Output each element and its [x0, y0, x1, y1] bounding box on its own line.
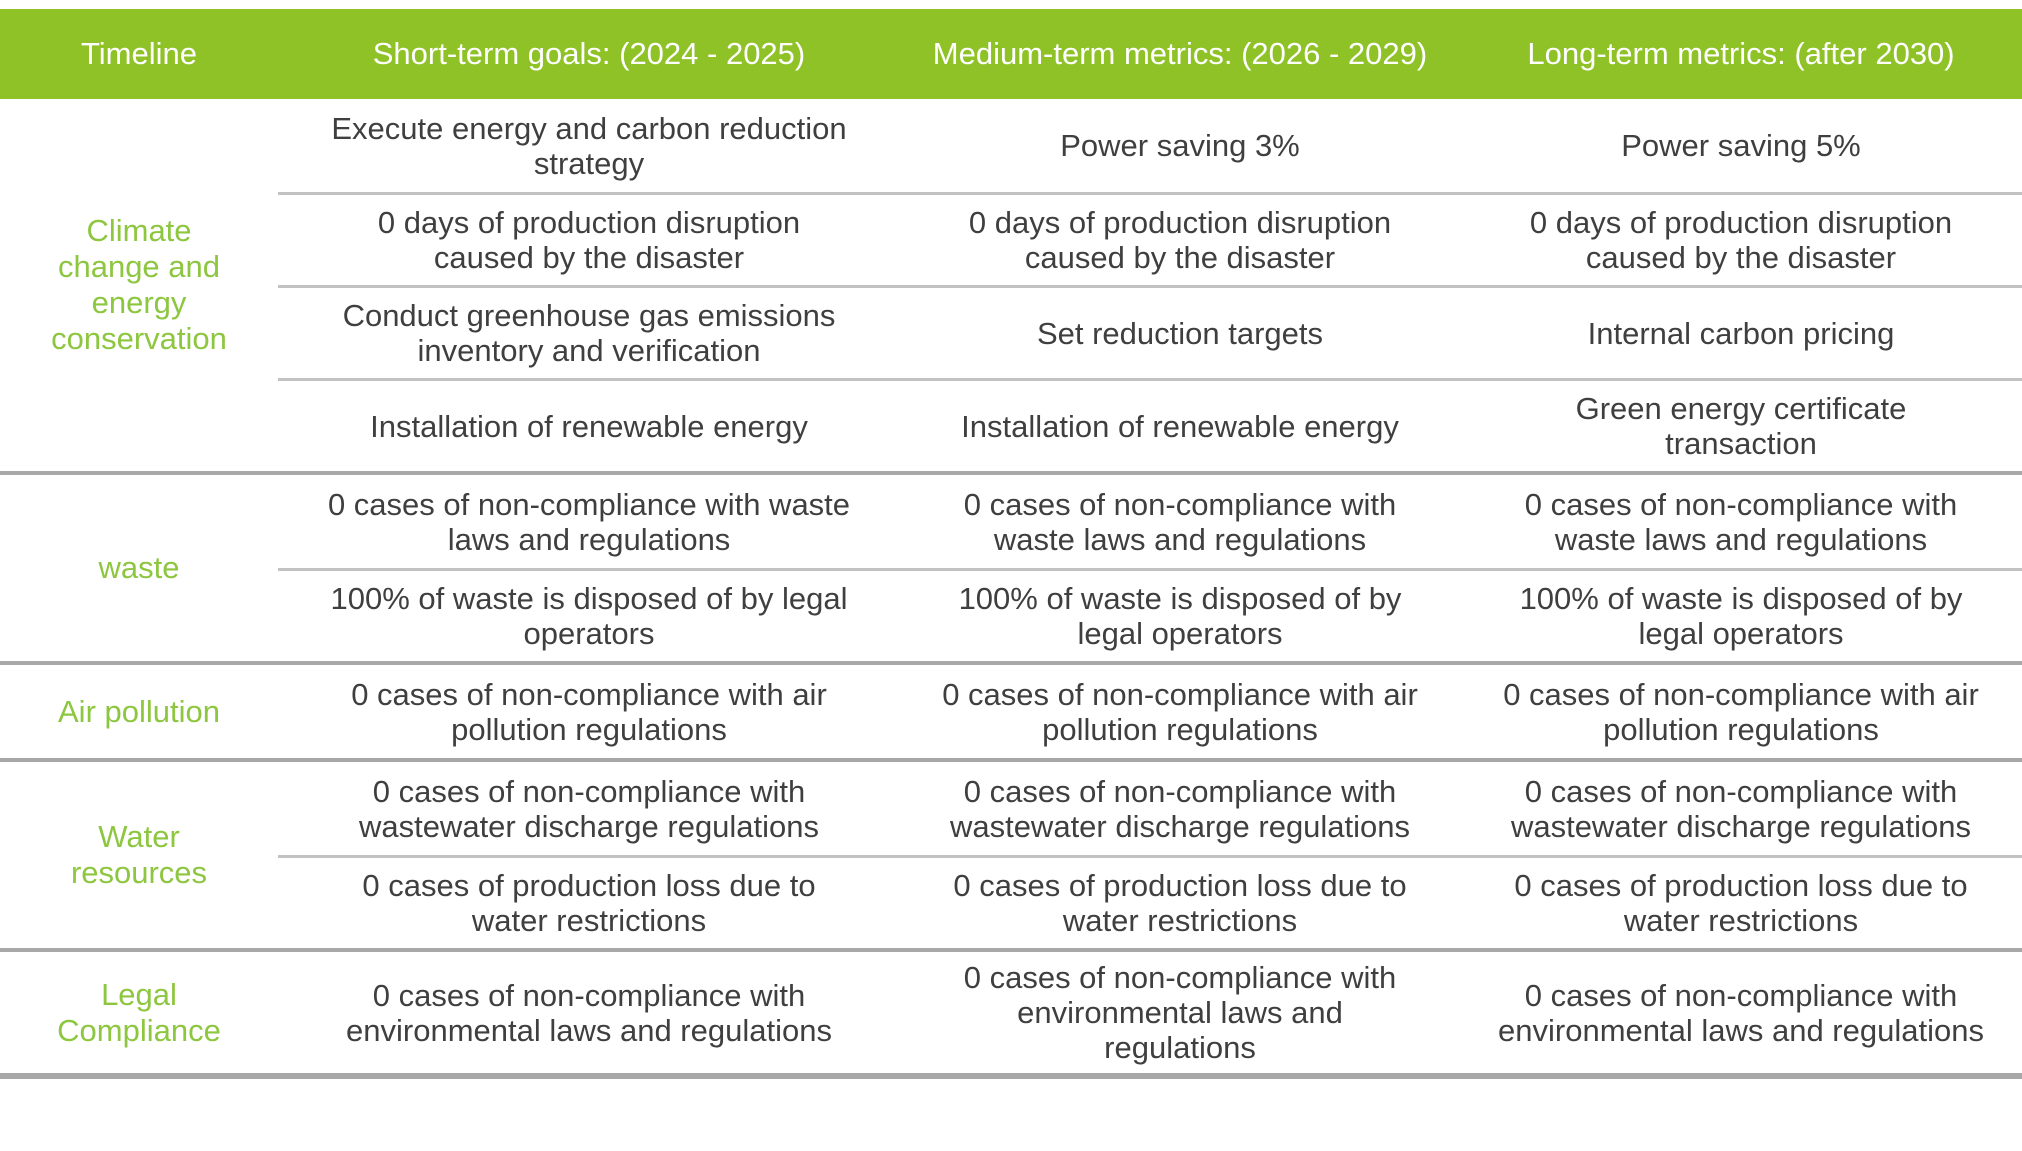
medium-term-metric-cell: 0 cases of non-compliance with air pollu…: [942, 676, 1418, 747]
header-timeline: Timeline: [81, 36, 197, 71]
section-rows: Execute energy and carbon reduction stra…: [278, 99, 2022, 471]
table-row: 0 days of production disruption caused b…: [278, 192, 2022, 285]
table-row: Conduct greenhouse gas emissions invento…: [278, 285, 2022, 378]
long-term-metric-cell: 0 cases of non-compliance with environme…: [1498, 977, 1984, 1048]
section-rows: 0 cases of non-compliance with wastewate…: [278, 762, 2022, 948]
short-term-goal-cell: Conduct greenhouse gas emissions invento…: [342, 298, 836, 368]
esg-goals-table: Timeline Short-term goals: (2024 - 2025)…: [0, 9, 2022, 1079]
category-label: waste: [98, 550, 180, 585]
category-cell-water-resources: Water resources: [0, 762, 278, 948]
medium-term-metric-cell: 0 days of production disruption caused b…: [968, 205, 1392, 275]
table-row: 0 cases of non-compliance with waste law…: [278, 475, 2022, 568]
short-term-goal-cell: 0 cases of non-compliance with wastewate…: [358, 773, 820, 844]
short-term-goal-cell: Execute energy and carbon reduction stra…: [331, 110, 847, 181]
long-term-metric-cell: 0 cases of non-compliance with air pollu…: [1503, 676, 1979, 747]
short-term-goal-cell: Installation of renewable energy: [370, 408, 808, 444]
section-rows: 0 cases of non-compliance with waste law…: [278, 475, 2022, 661]
category-label: Water resources: [70, 819, 208, 890]
long-term-metric-cell: 0 days of production disruption caused b…: [1529, 205, 1953, 275]
category-label: Air pollution: [58, 693, 220, 729]
section-waste: waste 0 cases of non-compliance with wast…: [0, 471, 2022, 661]
table-row: Installation of renewable energy Installa…: [278, 378, 2022, 471]
header-short-term-goals: Short-term goals: (2024 - 2025): [372, 36, 806, 71]
long-term-metric-cell: 0 cases of non-compliance with waste law…: [1524, 486, 1958, 557]
section-rows: 0 cases of non-compliance with air pollu…: [278, 665, 2022, 758]
category-cell-waste: waste: [0, 475, 278, 661]
table-row: 0 cases of production loss due to water …: [278, 855, 2022, 948]
long-term-metric-cell: 0 cases of non-compliance with wastewate…: [1510, 773, 1972, 844]
medium-term-metric-cell: 0 cases of non-compliance with waste law…: [963, 486, 1397, 557]
category-cell-climate-change-and-energy-conservation: Climate change and energy conservation: [0, 99, 278, 471]
medium-term-metric-cell: Installation of renewable energy: [961, 408, 1399, 444]
short-term-goal-cell: 100% of waste is disposed of by legal op…: [330, 581, 848, 651]
medium-term-metric-cell: Power saving 3%: [1060, 128, 1300, 163]
category-label: Legal Compliance: [57, 976, 221, 1048]
short-term-goal-cell: 0 cases of production loss due to water …: [362, 868, 816, 938]
category-label: Climate change and energy conservation: [51, 213, 227, 356]
long-term-metric-cell: Power saving 5%: [1621, 128, 1861, 163]
medium-term-metric-cell: Set reduction targets: [1036, 315, 1324, 351]
long-term-metric-cell: Green energy certificate transaction: [1575, 391, 1907, 461]
section-water-resources: Water resources 0 cases of non-compliance…: [0, 758, 2022, 948]
medium-term-metric-cell: 100% of waste is disposed of by legal op…: [958, 581, 1402, 651]
category-cell-air-pollution: Air pollution: [0, 665, 278, 758]
short-term-goal-cell: 0 cases of non-compliance with waste law…: [327, 486, 851, 557]
section-legal-compliance: Legal Compliance 0 cases of non-complianc…: [0, 948, 2022, 1073]
table-row: 0 cases of non-compliance with environme…: [278, 952, 2022, 1073]
table-header-row: Timeline Short-term goals: (2024 - 2025)…: [0, 9, 2022, 99]
table-row: 100% of waste is disposed of by legal op…: [278, 568, 2022, 661]
medium-term-metric-cell: 0 cases of non-compliance with wastewate…: [949, 773, 1411, 844]
table-row: 0 cases of non-compliance with air pollu…: [278, 665, 2022, 758]
section-rows: 0 cases of non-compliance with environme…: [278, 952, 2022, 1073]
long-term-metric-cell: Internal carbon pricing: [1587, 315, 1895, 351]
medium-term-metric-cell: 0 cases of production loss due to water …: [953, 868, 1407, 938]
section-climate-change-and-energy-conservation: Climate change and energy conservation Ex…: [0, 99, 2022, 471]
table-body: Climate change and energy conservation Ex…: [0, 99, 2022, 1079]
long-term-metric-cell: 100% of waste is disposed of by legal op…: [1519, 581, 1963, 651]
section-air-pollution: Air pollution 0 cases of non-compliance w…: [0, 661, 2022, 758]
header-long-term-metrics: Long-term metrics: (after 2030): [1527, 36, 1955, 71]
short-term-goal-cell: 0 cases of non-compliance with environme…: [346, 977, 832, 1048]
table-row: Execute energy and carbon reduction stra…: [278, 99, 2022, 192]
table-row: 0 cases of non-compliance with wastewate…: [278, 762, 2022, 855]
category-cell-legal-compliance: Legal Compliance: [0, 952, 278, 1073]
short-term-goal-cell: 0 days of production disruption caused b…: [377, 205, 801, 275]
long-term-metric-cell: 0 cases of production loss due to water …: [1514, 868, 1968, 938]
short-term-goal-cell: 0 cases of non-compliance with air pollu…: [351, 676, 827, 747]
header-medium-term-metrics: Medium-term metrics: (2026 - 2029): [932, 36, 1428, 71]
medium-term-metric-cell: 0 cases of non-compliance with environme…: [963, 960, 1397, 1065]
